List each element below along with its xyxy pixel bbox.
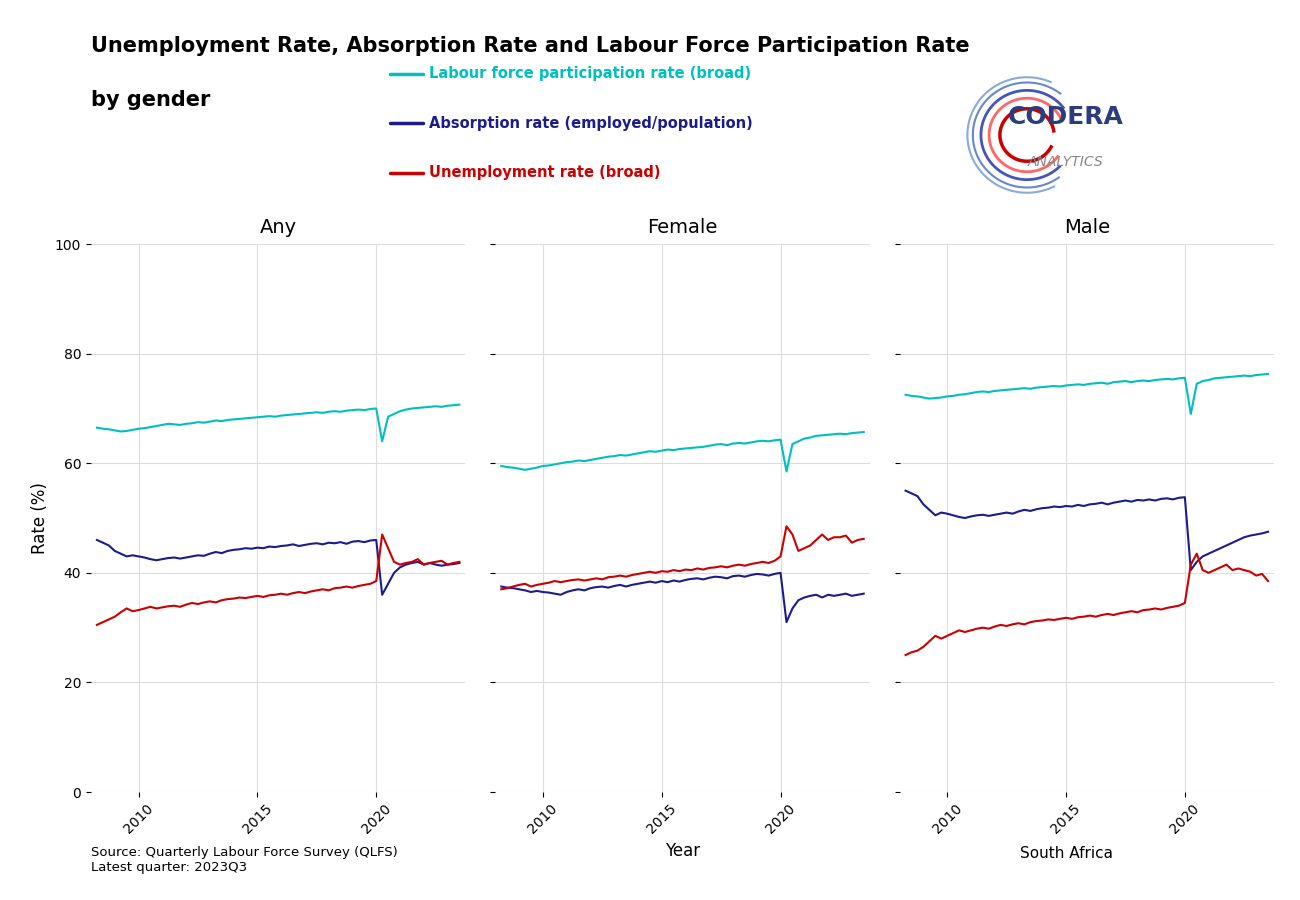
Title: Male: Male <box>1063 218 1110 237</box>
Y-axis label: Rate (%): Rate (%) <box>31 482 49 554</box>
Text: South Africa: South Africa <box>1019 846 1113 861</box>
X-axis label: Year: Year <box>664 842 701 860</box>
Text: Unemployment rate (broad): Unemployment rate (broad) <box>429 166 660 180</box>
Text: Source: Quarterly Labour Force Survey (QLFS)
Latest quarter: 2023Q3: Source: Quarterly Labour Force Survey (Q… <box>91 846 398 874</box>
Title: Female: Female <box>647 218 718 237</box>
Text: ANALYTICS: ANALYTICS <box>1028 155 1104 169</box>
Text: Absorption rate (employed/population): Absorption rate (employed/population) <box>429 116 753 130</box>
Text: Unemployment Rate, Absorption Rate and Labour Force Participation Rate: Unemployment Rate, Absorption Rate and L… <box>91 36 970 56</box>
Text: by gender: by gender <box>91 90 211 110</box>
Title: Any: Any <box>260 218 296 237</box>
Text: Labour force participation rate (broad): Labour force participation rate (broad) <box>429 67 751 81</box>
Text: CODERA: CODERA <box>1008 105 1124 129</box>
